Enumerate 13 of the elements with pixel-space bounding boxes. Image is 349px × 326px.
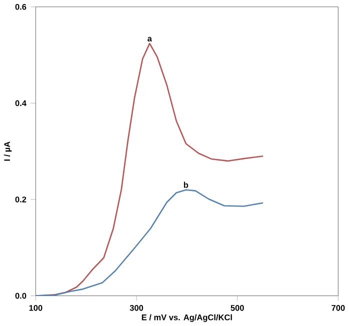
y-tick-label: 0.6 xyxy=(15,4,26,10)
line-series xyxy=(36,189,264,296)
x-tick-label: 500 xyxy=(230,305,244,311)
x-axis-title: E / mV vs. Ag/AgCl/KCl xyxy=(142,314,232,322)
y-axis-title: I / µA xyxy=(4,142,12,161)
annotation: b xyxy=(184,182,188,188)
y-tick-label: 0.4 xyxy=(15,100,26,106)
annotation: a xyxy=(148,36,152,42)
x-tick-label: 300 xyxy=(130,305,144,311)
y-tick-label: 0.2 xyxy=(15,196,26,202)
x-tick-label: 100 xyxy=(29,305,42,311)
x-tick-label: 700 xyxy=(332,305,345,311)
y-tick-label: 0.0 xyxy=(15,292,26,299)
